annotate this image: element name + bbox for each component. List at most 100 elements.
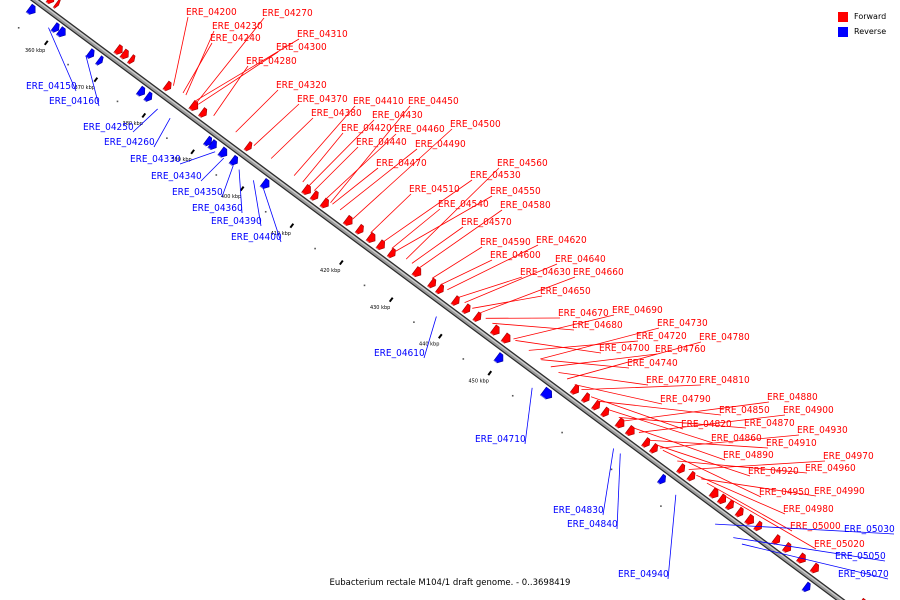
gene-label[interactable]: ERE_04830 (553, 505, 604, 516)
gene-label[interactable]: ERE_04650 (540, 286, 591, 297)
gene-label[interactable]: ERE_04940 (618, 569, 669, 580)
reverse-gene-arrow[interactable] (135, 85, 146, 97)
gene-label[interactable]: ERE_04350 (172, 187, 223, 198)
forward-gene-arrow[interactable] (434, 283, 445, 295)
gene-label[interactable]: ERE_04380 (311, 108, 362, 119)
gene-label[interactable]: ERE_04320 (276, 80, 327, 91)
forward-gene-arrow[interactable] (580, 392, 590, 404)
forward-gene-arrow[interactable] (386, 247, 396, 259)
gene-label[interactable]: ERE_04360 (192, 203, 243, 214)
forward-gene-arrow[interactable] (198, 107, 208, 118)
reverse-gene-arrow[interactable] (493, 352, 504, 364)
gene-label[interactable]: ERE_04200 (186, 7, 237, 18)
gene-label[interactable]: ERE_04560 (497, 158, 548, 169)
forward-gene-arrow[interactable] (375, 239, 385, 251)
forward-gene-arrow[interactable] (461, 303, 471, 315)
gene-label[interactable]: ERE_04150 (26, 81, 77, 92)
gene-label[interactable]: ERE_04730 (657, 318, 708, 329)
forward-gene-arrow[interactable] (724, 499, 735, 511)
forward-gene-arrow[interactable] (781, 541, 792, 553)
gene-label[interactable]: ERE_04670 (558, 308, 609, 319)
gene-label[interactable]: ERE_04880 (767, 392, 818, 403)
gene-label[interactable]: ERE_04860 (711, 433, 762, 444)
gene-label[interactable]: ERE_04310 (297, 29, 348, 40)
gene-label[interactable]: ERE_05070 (838, 569, 889, 580)
gene-label[interactable]: ERE_04550 (490, 186, 541, 197)
gene-label[interactable]: ERE_05050 (835, 551, 886, 562)
forward-gene-arrow[interactable] (569, 383, 580, 395)
gene-label[interactable]: ERE_04470 (376, 158, 427, 169)
gene-label[interactable]: ERE_05000 (790, 521, 841, 532)
gene-label[interactable]: ERE_04620 (536, 235, 587, 246)
gene-label[interactable]: ERE_04890 (723, 450, 774, 461)
gene-label[interactable]: ERE_04410 (353, 96, 404, 107)
gene-label[interactable]: ERE_04580 (500, 200, 551, 211)
gene-label[interactable]: ERE_04920 (748, 466, 799, 477)
forward-gene-arrow[interactable] (301, 183, 311, 196)
gene-label[interactable]: ERE_04690 (612, 305, 663, 316)
forward-gene-arrow[interactable] (648, 442, 659, 454)
reverse-gene-arrow[interactable] (228, 154, 239, 166)
forward-gene-arrow[interactable] (52, 0, 61, 9)
gene-label[interactable]: ERE_04950 (759, 487, 810, 498)
forward-gene-arrow[interactable] (243, 141, 253, 152)
forward-gene-arrow[interactable] (472, 311, 482, 323)
gene-label[interactable]: ERE_04980 (783, 504, 834, 515)
forward-gene-arrow[interactable] (734, 506, 744, 518)
forward-gene-arrow[interactable] (676, 463, 686, 474)
reverse-gene-arrow[interactable] (55, 26, 66, 38)
gene-label[interactable]: ERE_04610 (374, 348, 425, 359)
gene-label[interactable]: ERE_04850 (719, 405, 770, 416)
forward-gene-arrow[interactable] (354, 223, 364, 235)
reverse-gene-arrow[interactable] (259, 177, 270, 190)
reverse-gene-arrow[interactable] (656, 473, 666, 485)
gene-label[interactable]: ERE_04680 (572, 320, 623, 331)
reverse-gene-arrow[interactable] (207, 139, 217, 151)
forward-gene-arrow[interactable] (309, 190, 319, 201)
gene-label[interactable]: ERE_04840 (567, 519, 618, 530)
gene-label[interactable]: ERE_04590 (480, 237, 531, 248)
gene-label[interactable]: ERE_04910 (766, 438, 817, 449)
gene-label[interactable]: ERE_04770 (646, 375, 697, 386)
forward-gene-arrow[interactable] (708, 487, 719, 499)
forward-gene-arrow[interactable] (809, 562, 819, 574)
gene-label[interactable]: ERE_05030 (844, 524, 895, 535)
forward-gene-arrow[interactable] (119, 48, 129, 60)
gene-label[interactable]: ERE_04240 (210, 33, 261, 44)
gene-label[interactable]: ERE_04630 (520, 267, 571, 278)
gene-label[interactable]: ERE_04570 (461, 217, 512, 228)
gene-label[interactable]: ERE_04280 (246, 56, 297, 67)
gene-label[interactable]: ERE_04400 (231, 232, 282, 243)
gene-label[interactable]: ERE_04930 (797, 425, 848, 436)
gene-label[interactable]: ERE_04760 (655, 344, 706, 355)
gene-label[interactable]: ERE_04710 (475, 434, 526, 445)
forward-gene-arrow[interactable] (489, 324, 500, 336)
forward-gene-arrow[interactable] (450, 295, 460, 307)
gene-label[interactable]: ERE_04340 (151, 171, 202, 182)
forward-gene-arrow[interactable] (319, 197, 329, 209)
gene-label[interactable]: ERE_04330 (130, 154, 181, 165)
forward-gene-arrow[interactable] (45, 0, 55, 5)
gene-label[interactable]: ERE_04160 (49, 96, 100, 107)
gene-label[interactable]: ERE_04460 (394, 124, 445, 135)
gene-label[interactable]: ERE_04270 (262, 8, 313, 19)
gene-label[interactable]: ERE_04960 (805, 463, 856, 474)
reverse-gene-arrow[interactable] (801, 581, 811, 593)
gene-label[interactable]: ERE_04540 (438, 199, 489, 210)
reverse-gene-arrow[interactable] (217, 146, 228, 158)
reverse-gene-arrow[interactable] (50, 22, 60, 33)
gene-label[interactable]: ERE_04490 (415, 139, 466, 150)
forward-gene-arrow[interactable] (113, 44, 123, 56)
gene-label[interactable]: ERE_04370 (297, 94, 348, 105)
forward-gene-arrow[interactable] (591, 399, 601, 411)
gene-label[interactable]: ERE_04640 (555, 254, 606, 265)
gene-label[interactable]: ERE_04430 (372, 110, 423, 121)
reverse-gene-arrow[interactable] (202, 135, 213, 147)
forward-gene-arrow[interactable] (614, 417, 625, 429)
gene-label[interactable]: ERE_04810 (699, 375, 750, 386)
forward-gene-arrow[interactable] (126, 54, 136, 65)
forward-gene-arrow[interactable] (744, 513, 754, 526)
forward-gene-arrow[interactable] (716, 493, 727, 505)
gene-label[interactable]: ERE_04440 (356, 137, 407, 148)
gene-label[interactable]: ERE_04230 (212, 21, 263, 32)
